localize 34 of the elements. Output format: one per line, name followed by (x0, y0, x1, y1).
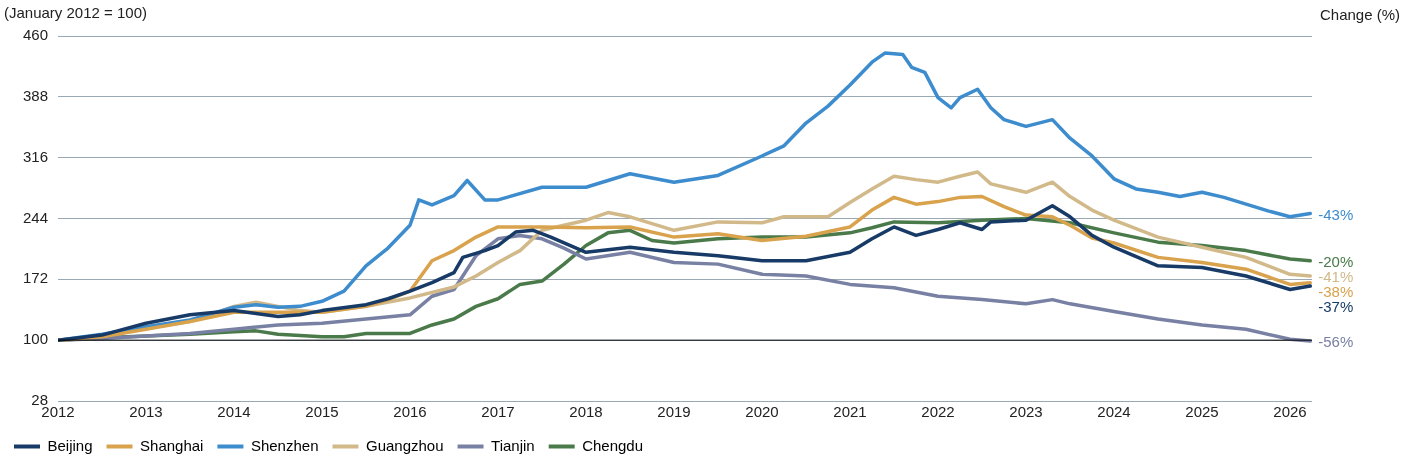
text: -20% (1318, 252, 1354, 270)
x-tick-label: 2019 (657, 403, 691, 421)
text: -43% (1318, 205, 1354, 223)
text: -38% (1318, 283, 1354, 301)
x-tick-label: 2021 (833, 403, 867, 421)
x-tick-label: 2017 (481, 403, 515, 421)
y-tick-label: 460 (22, 26, 48, 44)
y-tick-label: 100 (22, 330, 48, 348)
x-tick-label: 2026 (1273, 403, 1307, 421)
legend-label: Chengdu (582, 436, 644, 454)
x-tick-label: 2018 (569, 403, 603, 421)
text: -37% (1318, 298, 1354, 316)
legend-label: Guangzhou (365, 436, 444, 454)
y-tick-label: 388 (22, 86, 48, 104)
text: Change (%) (1319, 6, 1400, 24)
x-tick-label: 2013 (129, 403, 163, 421)
x-tick-label: 2024 (1097, 403, 1131, 421)
x-tick-label: 2014 (217, 403, 251, 421)
legend-label: Tianjin (491, 436, 535, 454)
y-axis-title: (January 2012 = 100) (4, 4, 148, 22)
legend-label: Shenzhen (250, 436, 319, 454)
x-tick-label: 2015 (305, 403, 339, 421)
x-tick-label: 2025 (1185, 403, 1219, 421)
y-tick-label: 172 (22, 269, 48, 287)
y-tick-label: 316 (22, 147, 48, 165)
text: -56% (1318, 333, 1354, 351)
legend-label: Shanghai (140, 436, 204, 454)
y-tick-label: 244 (22, 208, 48, 226)
x-tick-label: 2022 (921, 403, 955, 421)
legend-label: Beijing (47, 436, 93, 454)
text: -41% (1318, 268, 1354, 286)
x-tick-label: 2020 (745, 403, 779, 421)
x-tick-label: 2016 (393, 403, 427, 421)
x-tick-label: 2023 (1009, 403, 1043, 421)
